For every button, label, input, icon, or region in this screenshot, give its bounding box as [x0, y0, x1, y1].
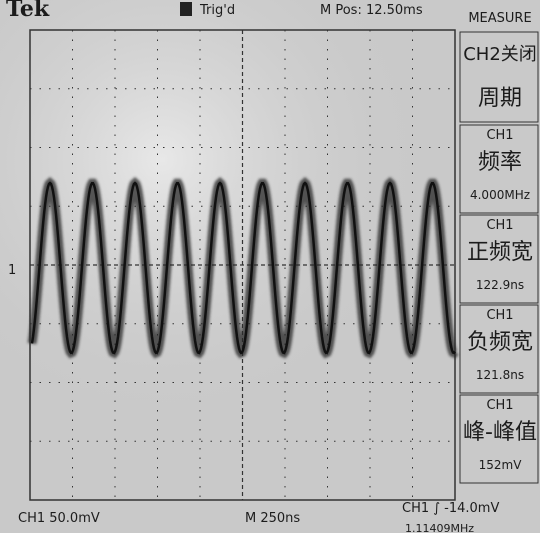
measure-value: 4.000MHz	[470, 188, 530, 202]
scale: CH1 50.0mV	[18, 511, 100, 526]
measure-source: CH1	[486, 308, 513, 323]
measure-name: 峰-峰值	[463, 420, 537, 445]
timebase: M 250ns	[245, 511, 300, 526]
menu-title: MEASURE	[468, 11, 531, 26]
trigger-status: Trig'd	[199, 3, 235, 18]
measure-name: 正频宽	[467, 240, 533, 265]
measure-value: 121.8ns	[476, 368, 524, 382]
channel-marker: 1	[8, 263, 16, 278]
measure-source: CH1	[486, 218, 513, 233]
measure-source: CH1	[486, 128, 513, 143]
oscilloscope-screen: Tek Trig'd M Pos: 12.50ms 1 CH1 50.0mV M…	[0, 0, 540, 533]
trigger-icon	[180, 2, 192, 16]
measure-value: 152mV	[479, 458, 523, 472]
display: Tek Trig'd M Pos: 12.50ms 1 CH1 50.0mV M…	[0, 0, 540, 533]
trigger-frequency: 1.11409MHz	[405, 522, 474, 533]
channel-off: CH2关闭	[463, 44, 537, 65]
trigger-level: CH1 ∫ -14.0mV	[402, 501, 499, 516]
measure-source: CH1	[486, 398, 513, 413]
measure-name: 周期	[478, 86, 522, 111]
position: M Pos: 12.50ms	[320, 3, 423, 18]
measure-name: 负频宽	[467, 330, 533, 355]
measure-value: 122.9ns	[476, 278, 524, 292]
measure-name: 频率	[478, 150, 522, 175]
brand: Tek	[6, 0, 50, 22]
